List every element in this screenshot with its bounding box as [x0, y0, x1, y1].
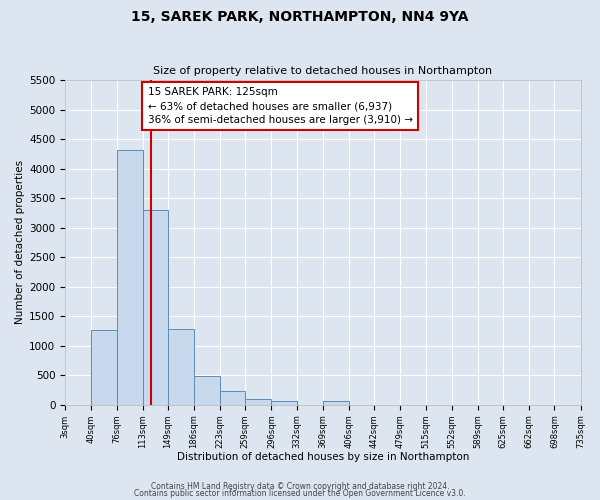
Text: 15 SAREK PARK: 125sqm
← 63% of detached houses are smaller (6,937)
36% of semi-d: 15 SAREK PARK: 125sqm ← 63% of detached …: [148, 87, 413, 125]
Bar: [143, 210, 168, 404]
Bar: [245, 399, 271, 404]
X-axis label: Distribution of detached houses by size in Northampton: Distribution of detached houses by size …: [176, 452, 469, 462]
Bar: [168, 328, 194, 404]
Bar: [116, 150, 143, 404]
Bar: [323, 402, 349, 404]
Bar: [271, 401, 297, 404]
Bar: [91, 330, 116, 404]
Bar: [194, 376, 220, 404]
Text: Contains HM Land Registry data © Crown copyright and database right 2024.: Contains HM Land Registry data © Crown c…: [151, 482, 449, 491]
Text: Contains public sector information licensed under the Open Government Licence v3: Contains public sector information licen…: [134, 489, 466, 498]
Title: Size of property relative to detached houses in Northampton: Size of property relative to detached ho…: [153, 66, 493, 76]
Text: 15, SAREK PARK, NORTHAMPTON, NN4 9YA: 15, SAREK PARK, NORTHAMPTON, NN4 9YA: [131, 10, 469, 24]
Y-axis label: Number of detached properties: Number of detached properties: [15, 160, 25, 324]
Bar: [220, 391, 245, 404]
